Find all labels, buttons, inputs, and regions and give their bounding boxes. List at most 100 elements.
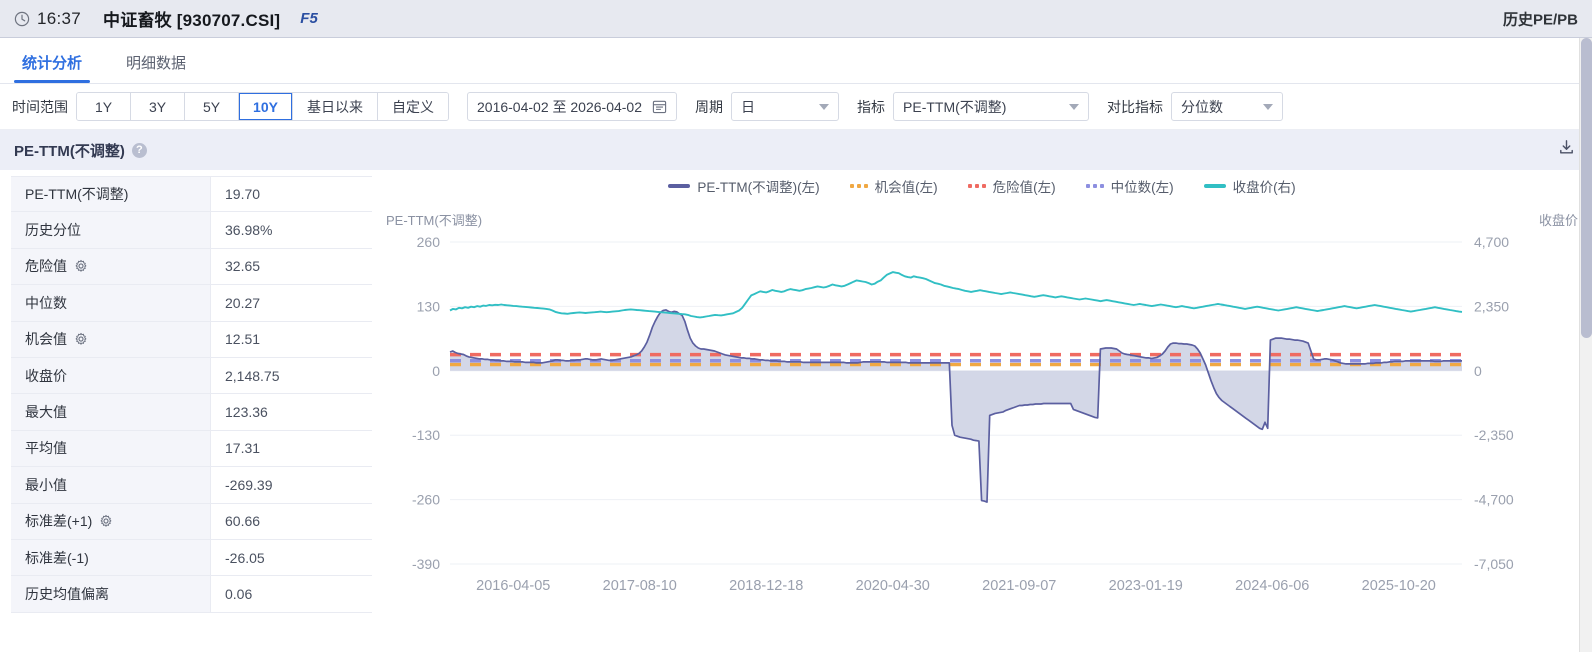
table-row: 最小值 -269.39	[11, 467, 372, 504]
indicator-label: 指标	[857, 98, 886, 115]
stat-label-text: 最大值	[25, 404, 67, 421]
table-row: 收盘价 2,148.75	[11, 357, 372, 395]
legend-label: 中位数(左)	[1110, 180, 1174, 195]
stat-label-text: 历史分位	[25, 222, 81, 239]
filter-toolbar: 时间范围 1Y 3Y 5Y 10Y 基日以来 自定义 2016-04-02 至 …	[0, 84, 1592, 130]
tab-detail-data[interactable]: 明细数据	[126, 55, 187, 72]
legend-item-2[interactable]: 机会值(左)	[849, 176, 938, 196]
calendar-icon	[652, 99, 667, 114]
range-option-custom[interactable]: 自定义	[378, 93, 448, 120]
table-row: 机会值 12.51	[11, 321, 372, 358]
statistics-table: PE-TTM(不调整) 19.70 历史分位 36.98% 危险值 32.65 中位数 20.…	[0, 170, 372, 622]
svg-text:-130: -130	[412, 427, 440, 443]
gear-icon[interactable]	[74, 332, 88, 346]
period-value: 日	[741, 98, 756, 115]
table-row: 最大值 123.36	[11, 394, 372, 431]
legend-swatch	[967, 184, 986, 188]
svg-text:130: 130	[417, 298, 441, 314]
range-option-3y[interactable]: 3Y	[131, 93, 185, 120]
stat-value: 19.70	[211, 177, 372, 212]
time-range-label: 时间范围	[12, 98, 68, 115]
svg-text:2,350: 2,350	[1474, 298, 1509, 314]
svg-text:2018-12-18: 2018-12-18	[729, 578, 803, 594]
table-row: 标准差(-1) -26.05	[11, 539, 372, 577]
period-select[interactable]: 日	[731, 92, 840, 121]
legend-item-5[interactable]: 收盘价(右)	[1203, 176, 1296, 196]
clock-icon	[14, 11, 30, 27]
chevron-down-icon	[819, 103, 830, 110]
date-range-value: 2016-04-02 至 2026-04-02	[477, 98, 643, 115]
stat-label: 最大值	[11, 394, 211, 430]
stat-label: PE-TTM(不调整)	[11, 177, 211, 212]
stat-label: 标准差(+1)	[11, 503, 211, 539]
stat-label-text: 收盘价	[25, 367, 67, 384]
stat-value: -269.39	[211, 467, 372, 503]
range-option-5y[interactable]: 5Y	[185, 93, 239, 120]
time-range-segmented-control: 1Y 3Y 5Y 10Y 基日以来 自定义	[76, 92, 449, 121]
legend-item-3[interactable]: 危险值(左)	[967, 176, 1056, 196]
table-row: 中位数 20.27	[11, 285, 372, 322]
svg-text:2025-10-20: 2025-10-20	[1362, 578, 1436, 594]
period-label: 周期	[695, 98, 724, 115]
gear-icon[interactable]	[74, 259, 88, 273]
svg-text:-390: -390	[412, 556, 440, 572]
table-row: 历史分位 36.98%	[11, 212, 372, 249]
stat-label-text: 标准差(+1)	[25, 513, 93, 530]
chart-legend: PE-TTM(不调整)(左) 机会值(左) 危险值(左) 中位数(左) 收盘价(右)	[372, 176, 1592, 196]
scrollbar-thumb[interactable]	[1581, 38, 1592, 338]
range-option-since-base[interactable]: 基日以来	[293, 93, 378, 120]
title-bar: 16:37 中证畜牧 [930707.CSI] F5 历史PE/PB	[0, 0, 1592, 38]
stat-label-text: 中位数	[25, 294, 67, 311]
compare-indicator-value: 分位数	[1181, 98, 1224, 115]
stat-value: 0.06	[211, 576, 372, 612]
svg-text:4,700: 4,700	[1474, 234, 1509, 250]
stat-value: -26.05	[211, 539, 372, 576]
range-option-10y[interactable]: 10Y	[239, 93, 293, 120]
stat-label: 最小值	[11, 467, 211, 503]
stat-label-text: PE-TTM(不调整)	[25, 186, 129, 203]
svg-text:2024-06-06: 2024-06-06	[1235, 578, 1309, 594]
svg-text:-260: -260	[412, 492, 440, 508]
tab-statistical-analysis[interactable]: 统计分析	[12, 52, 92, 83]
legend-item-4[interactable]: 中位数(左)	[1085, 176, 1174, 196]
gear-icon[interactable]	[99, 514, 113, 528]
date-range-picker[interactable]: 2016-04-02 至 2026-04-02	[467, 92, 678, 121]
stat-value: 36.98%	[211, 212, 372, 248]
chart-card-header: PE-TTM(不调整) ?	[0, 130, 1592, 170]
stat-label-text: 危险值	[25, 258, 67, 275]
vertical-scrollbar[interactable]	[1579, 38, 1592, 652]
legend-swatch	[668, 184, 691, 188]
stat-label-text: 标准差(-1)	[25, 549, 89, 566]
left-axis-title: PE-TTM(不调整)	[386, 213, 483, 228]
svg-text:0: 0	[432, 363, 440, 379]
stat-label: 标准差(-1)	[11, 539, 211, 576]
chevron-down-icon	[1263, 103, 1274, 110]
table-row: 危险值 32.65	[11, 248, 372, 286]
legend-item-1[interactable]: PE-TTM(不调整)(左)	[668, 176, 820, 196]
stat-value: 17.31	[211, 430, 372, 467]
stat-value: 2,148.75	[211, 357, 372, 394]
stat-value: 32.65	[211, 248, 372, 285]
compare-indicator-select[interactable]: 分位数	[1171, 92, 1284, 121]
current-time: 16:37	[37, 8, 82, 28]
stat-label: 平均值	[11, 430, 211, 467]
chart-area: PE-TTM(不调整)(左) 机会值(左) 危险值(左) 中位数(左) 收盘价(右) P…	[372, 170, 1592, 622]
stat-label: 历史均值偏离	[11, 576, 211, 612]
stat-value: 60.66	[211, 503, 372, 539]
svg-text:0: 0	[1474, 363, 1482, 379]
svg-text:260: 260	[417, 234, 441, 250]
range-option-1y[interactable]: 1Y	[77, 93, 131, 120]
question-icon[interactable]: ?	[131, 142, 147, 158]
table-row: 历史均值偏离 0.06	[11, 576, 372, 613]
download-icon[interactable]	[1557, 138, 1576, 162]
svg-text:-7,050: -7,050	[1474, 556, 1514, 572]
module-label: 历史PE/PB	[1502, 11, 1578, 28]
indicator-value: PE-TTM(不调整)	[903, 98, 1007, 115]
legend-label: 机会值(左)	[874, 180, 938, 195]
chevron-down-icon	[1069, 103, 1080, 110]
tab-strip: 统计分析 明细数据	[0, 38, 1592, 84]
stat-label: 危险值	[11, 248, 211, 285]
shortcut-label: F5	[300, 10, 318, 27]
indicator-select[interactable]: PE-TTM(不调整)	[893, 92, 1090, 121]
table-row: PE-TTM(不调整) 19.70	[11, 176, 372, 213]
